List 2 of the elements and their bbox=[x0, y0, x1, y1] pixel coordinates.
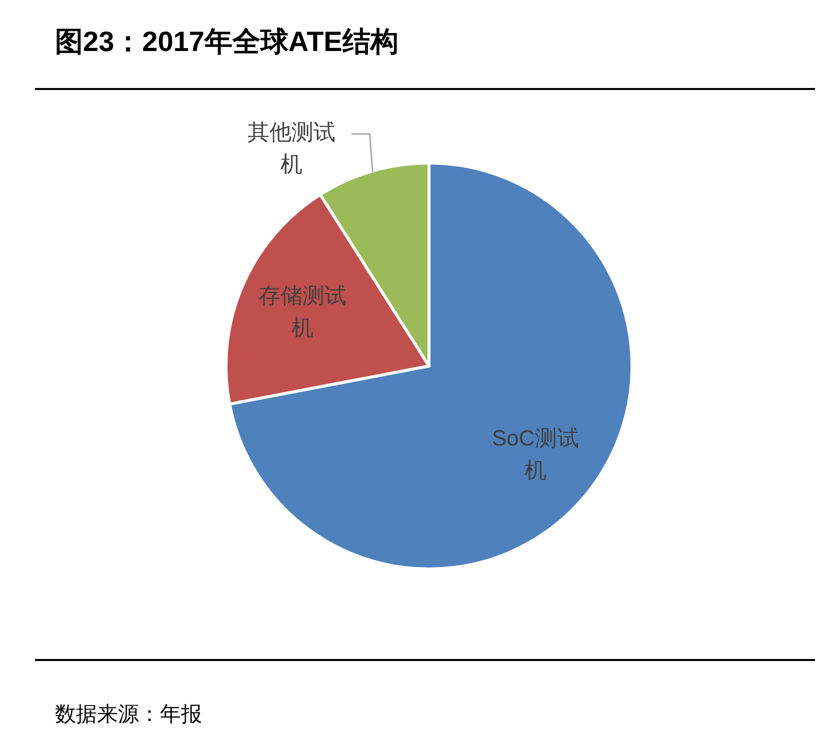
title: 图23：2017年全球ATE结构 bbox=[55, 26, 398, 57]
annotation: 数据来源：年报 bbox=[55, 702, 202, 726]
